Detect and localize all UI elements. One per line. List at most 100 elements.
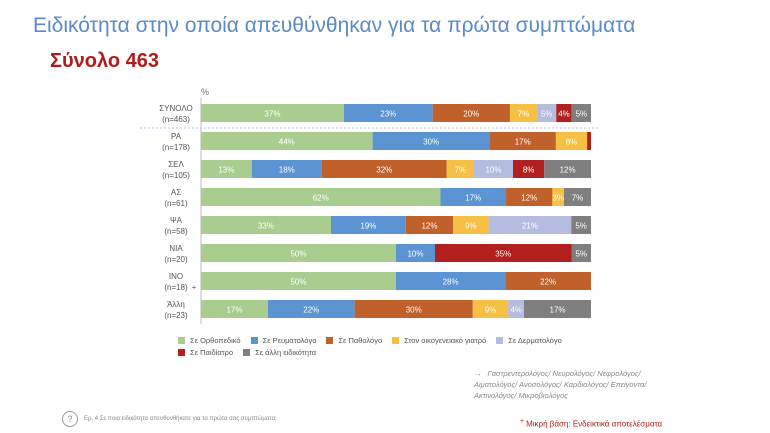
data-label: 44% (279, 138, 295, 147)
data-label: 10% (485, 166, 501, 175)
data-label: 5% (541, 110, 553, 119)
category-label: ΑΣ (171, 188, 181, 197)
category-n-label: (n=23) (164, 311, 188, 320)
data-label: 7% (455, 166, 467, 175)
legend-swatch (178, 337, 185, 344)
data-label: 20% (463, 110, 479, 119)
data-label: 7% (572, 194, 584, 203)
data-label: 50% (290, 278, 306, 287)
bar-segment (396, 272, 506, 290)
legend-label: Στον οικογενειακό γιατρό (404, 336, 487, 345)
data-label: 8% (523, 166, 535, 175)
bar-segment (446, 160, 474, 178)
bar-segment (524, 300, 591, 318)
data-label: 30% (423, 138, 439, 147)
bar-segment (321, 160, 447, 178)
legend-swatch (326, 337, 334, 344)
bar-segment (555, 132, 588, 150)
category-n-label: (n=58) (164, 227, 188, 236)
bar-segment (571, 104, 591, 122)
bar-segment (201, 216, 331, 234)
small-base-marker: + (192, 283, 197, 292)
bar-segment (505, 272, 591, 290)
legend-label: Σε Ορθοπεδικό (190, 336, 241, 345)
legend-label: Σε άλλη ειδικότητα (255, 348, 317, 357)
bar-segment (201, 160, 252, 178)
category-n-label: (n=18) (164, 283, 188, 292)
bar-segment (472, 300, 509, 318)
bar-segment (563, 188, 591, 206)
data-label: 21% (522, 222, 538, 231)
data-label: 17% (515, 138, 531, 147)
data-label: 33% (258, 222, 274, 231)
bar-segment (506, 188, 553, 206)
bar-segment (267, 300, 355, 318)
bar-segment (474, 160, 513, 178)
data-label: 4% (558, 110, 570, 119)
data-label: 5% (575, 222, 587, 231)
question-mark-icon: ? (62, 411, 78, 427)
bar-segment (331, 216, 406, 234)
bar-segment (453, 216, 489, 234)
data-label: 4% (510, 306, 522, 315)
bar-segment (201, 188, 441, 206)
legend-item: Σε Παθολόγο (326, 335, 382, 346)
legend-item: Σε άλλη ειδικότητα (243, 347, 316, 358)
data-label: 37% (264, 110, 280, 119)
data-label: 22% (540, 278, 556, 287)
category-n-label: (n=20) (164, 255, 188, 264)
data-label: 9% (465, 222, 477, 231)
note-text: Γαστρεντερολόγος/ Νευρολόγος/ Νεφρολόγος… (474, 369, 647, 400)
legend-swatch (243, 349, 251, 356)
category-label: ΝΙΑ (169, 244, 183, 253)
bar-segment (571, 216, 591, 234)
bar-segment (201, 132, 373, 150)
bar-segment (488, 216, 572, 234)
bar-segment (556, 104, 572, 122)
data-label: 12% (560, 166, 576, 175)
data-label: 9% (485, 306, 497, 315)
data-label: 13% (218, 166, 234, 175)
data-label: 50% (290, 250, 306, 259)
data-label: 62% (313, 194, 329, 203)
bar-segment (509, 104, 537, 122)
data-label: 7% (518, 110, 530, 119)
legend-label: Σε Δερματολόγο (508, 336, 562, 345)
bar-segment (536, 104, 557, 122)
data-label: 22% (303, 306, 319, 315)
data-label: 10% (407, 250, 423, 259)
data-label: 17% (550, 306, 566, 315)
bar-segment (489, 132, 556, 150)
legend-swatch (250, 337, 258, 344)
small-base-note: + Μικρή βάση: Ενδεικτικά αποτελέσματα (520, 418, 662, 429)
category-label: ΡΑ (171, 132, 182, 141)
bar-segment (201, 244, 396, 262)
legend-label: Σε Παιδίατρο (190, 348, 234, 357)
data-label: 19% (360, 222, 376, 231)
category-label: ΙΝΟ (169, 272, 183, 281)
bar-segment (544, 160, 591, 178)
data-label: 5% (576, 110, 588, 119)
legend-swatch (178, 349, 185, 356)
small-base-text: Μικρή βάση: Ενδεικτικά αποτελέσματα (526, 419, 663, 429)
bar-segment (571, 244, 591, 262)
chart-title: Ειδικότητα στην οποία απευθύνθηκαν για τ… (33, 14, 636, 37)
axis-label: % (201, 87, 210, 97)
bar-segment (372, 132, 490, 150)
legend-item: Σε Παιδίατρο (178, 347, 233, 358)
legend-item: Σε Δερματολόγο (496, 335, 562, 346)
bar-segment (440, 188, 507, 206)
bar-segment (552, 188, 564, 206)
data-label: 35% (495, 250, 511, 259)
data-label: 8% (566, 138, 578, 147)
data-label: 18% (279, 166, 295, 175)
legend-label: Σε Παθολόγο (338, 336, 383, 345)
bar-segment (201, 300, 268, 318)
legend-swatch (496, 337, 504, 344)
category-n-label: (n=463) (162, 115, 190, 124)
arrow-icon: → (474, 369, 482, 378)
legend-label: Σε Ρευματολόγο (262, 336, 317, 345)
bar-segment (587, 132, 591, 150)
small-base-marker: + (520, 418, 525, 425)
category-label: ΣΥΝΟΛΟ (159, 104, 193, 113)
